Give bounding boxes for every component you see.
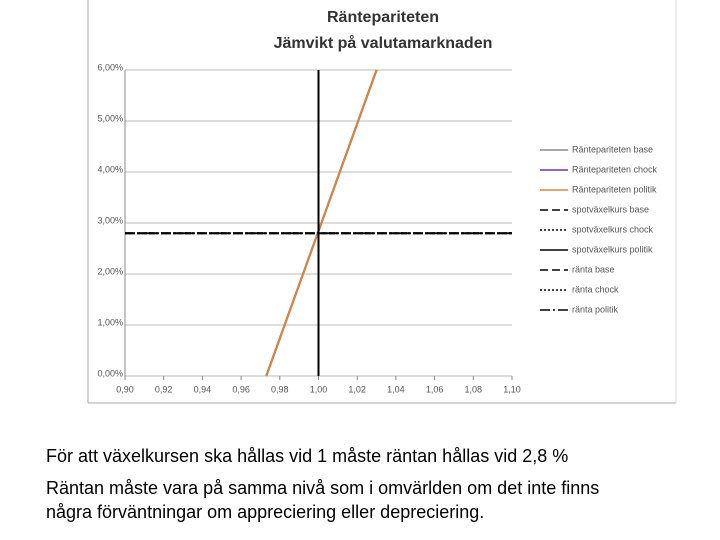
y-tick-label: 5,00% — [97, 113, 123, 123]
y-tick-label: 0,00% — [97, 368, 123, 378]
caption-line: För att växelkursen ska hållas vid 1 mås… — [46, 446, 569, 466]
x-tick-label: 1,00 — [310, 384, 328, 394]
legend-label: spotväxelkurs politik — [572, 244, 653, 254]
x-tick-label: 0,94 — [194, 384, 212, 394]
series-line — [265, 69, 378, 377]
y-tick-label: 3,00% — [97, 215, 123, 225]
legend-label: Ränteparitet­en chock — [572, 164, 658, 174]
x-tick-label: 0,96 — [232, 384, 250, 394]
y-tick-label: 4,00% — [97, 164, 123, 174]
x-tick-label: 1,06 — [426, 384, 444, 394]
caption-line: några förväntningar om appreciering elle… — [46, 502, 485, 522]
y-tick-label: 1,00% — [97, 317, 123, 327]
y-tick-label: 2,00% — [97, 266, 123, 276]
x-tick-label: 1,04 — [387, 384, 405, 394]
legend-label: Ränteparitet­en politik — [572, 184, 657, 194]
x-tick-label: 1,10 — [503, 384, 521, 394]
legend-label: ränta base — [572, 264, 615, 274]
legend-label: ränta politik — [572, 304, 619, 314]
x-tick-label: 1,08 — [465, 384, 483, 394]
legend-label: spotväxelkurs chock — [572, 224, 654, 234]
chart-subtitle: Jämvikt på valutamarknaden — [274, 34, 493, 52]
x-tick-label: 0,92 — [155, 384, 173, 394]
chart-title: Ränteparitet­en — [327, 9, 439, 26]
caption-line: Räntan måste vara på samma nivå som i om… — [46, 478, 600, 498]
x-tick-label: 0,98 — [271, 384, 289, 394]
legend-label: spotväxelkurs base — [572, 204, 649, 214]
legend-label: Ränteparitet­en base — [572, 144, 653, 154]
legend-label: ränta chock — [572, 284, 619, 294]
chart: Ränteparitet­en Jämvikt på valutamarknad… — [87, 0, 677, 404]
x-tick-label: 1,02 — [348, 384, 366, 394]
x-tick-label: 0,90 — [116, 384, 134, 394]
y-tick-label: 6,00% — [97, 62, 123, 72]
